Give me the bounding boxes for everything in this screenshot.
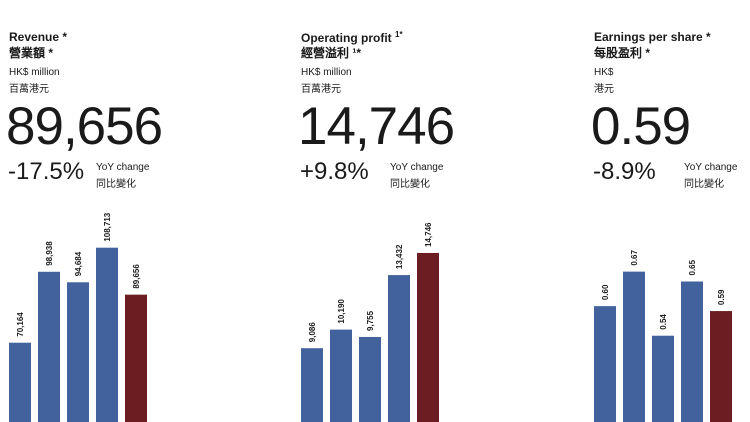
bar-3 — [681, 281, 703, 422]
eps-title-zh: 每股盈利 * — [594, 46, 651, 60]
bar-2 — [652, 335, 674, 422]
bar-value-label-3: 108,713 — [103, 212, 112, 241]
bar-2 — [359, 336, 381, 422]
bar-0 — [594, 306, 616, 422]
revenue-unit-zh: 百萬港元 — [9, 84, 49, 95]
eps-change: -8.9% — [593, 158, 656, 185]
revenue-title-zh: 營業額 * — [9, 46, 54, 60]
bar-3 — [388, 275, 410, 422]
revenue-panel: Revenue * 營業額 * HK$ million 百萬港元 89,656 … — [6, 0, 169, 422]
revenue-bar-chart: 70,164 98,938 94,684 108,713 89,656 — [9, 212, 147, 422]
operating-profit-yoy-label-en: YoY change — [390, 162, 444, 173]
bar-value-label-2: 94,684 — [74, 251, 83, 276]
eps-panel: Earnings per share * 每股盈利 * HK$ 港元 0.59 … — [591, 0, 750, 422]
revenue-title-en: Revenue * — [9, 30, 68, 44]
operating-profit-yoy-label-zh: 同比變化 — [390, 179, 430, 190]
operating-profit-bar-chart: 9,086 10,190 9,755 13,432 14,746 — [301, 222, 439, 422]
bar-value-label-3: 13,432 — [395, 244, 404, 269]
eps-title-en: Earnings per share * — [594, 30, 711, 44]
bar-value-label-3: 0.65 — [688, 259, 697, 275]
bar-0 — [301, 348, 323, 422]
bar-value-label-4: 14,746 — [424, 222, 433, 247]
revenue-change: -17.5% — [8, 158, 85, 185]
revenue-yoy-label-zh: 同比變化 — [96, 179, 136, 190]
bar-4 — [710, 311, 732, 422]
bar-value-label-0: 0.60 — [601, 284, 610, 300]
revenue-value: 89,656 — [6, 97, 163, 156]
bar-0 — [9, 342, 31, 422]
operating-profit-value: 14,746 — [298, 97, 455, 156]
revenue-yoy-label-en: YoY change — [96, 162, 150, 173]
bar-value-label-4: 89,656 — [132, 264, 141, 289]
operating-profit-panel: Operating profit 1* 經營溢利 ¹* HK$ million … — [298, 0, 461, 422]
eps-yoy-label-en: YoY change — [684, 162, 738, 173]
eps-unit-zh: 港元 — [594, 84, 614, 95]
revenue-unit-en: HK$ million — [9, 67, 60, 78]
bar-4 — [417, 252, 439, 422]
bar-value-label-4: 0.59 — [717, 289, 726, 305]
operating-profit-unit-en: HK$ million — [301, 67, 352, 78]
bar-value-label-0: 9,086 — [308, 322, 317, 343]
operating-profit-unit-zh: 百萬港元 — [301, 84, 341, 95]
operating-profit-title-zh: 經營溢利 ¹* — [301, 46, 362, 60]
operating-profit-title-en: Operating profit 1* — [301, 30, 403, 45]
bar-value-label-1: 0.67 — [630, 250, 639, 266]
eps-unit-en: HK$ — [594, 67, 614, 78]
operating-profit-title-footnote: 1* — [395, 30, 403, 39]
bar-2 — [67, 282, 89, 422]
bar-1 — [330, 329, 352, 422]
bar-value-label-0: 70,164 — [16, 312, 25, 337]
operating-profit-change: +9.8% — [300, 158, 369, 185]
bar-value-label-2: 0.54 — [659, 314, 668, 330]
bar-1 — [38, 271, 60, 422]
eps-yoy-label-zh: 同比變化 — [684, 179, 724, 190]
bar-3 — [96, 247, 118, 422]
bar-4 — [125, 294, 147, 422]
eps-bar-chart: 0.60 0.67 0.54 0.65 0.59 — [594, 250, 732, 422]
bar-value-label-1: 98,938 — [45, 241, 54, 266]
bar-value-label-1: 10,190 — [337, 299, 346, 324]
bar-value-label-2: 9,755 — [366, 310, 375, 331]
eps-value: 0.59 — [591, 97, 691, 156]
bar-1 — [623, 271, 645, 422]
